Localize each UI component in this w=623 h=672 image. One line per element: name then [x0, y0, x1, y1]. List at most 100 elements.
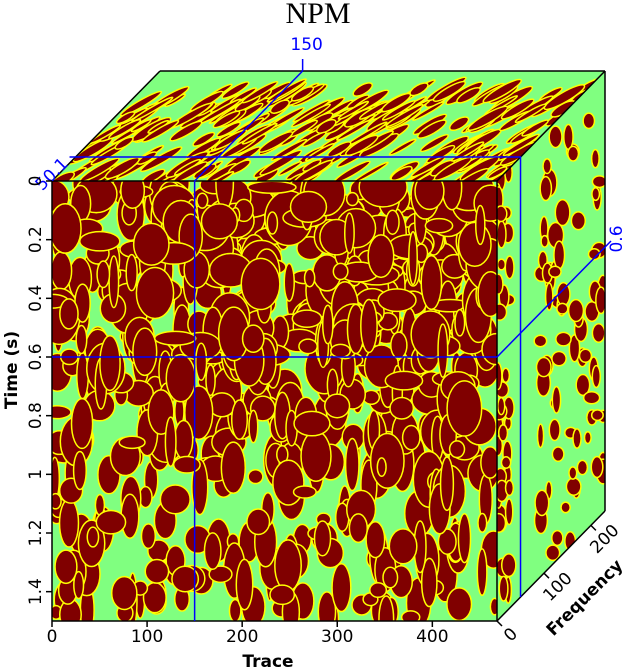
- texture-blob: [323, 393, 351, 419]
- texture-blob: [300, 430, 332, 483]
- texture-blob: [497, 220, 507, 249]
- texture-blob: [401, 424, 421, 451]
- texture-blob: [504, 255, 515, 280]
- texture-blob: [408, 230, 418, 286]
- texture-blob: [140, 146, 183, 173]
- texture-blob: [153, 330, 197, 346]
- texture-blob: [551, 446, 565, 463]
- texture-blob: [165, 353, 197, 403]
- texture-blob: [164, 416, 177, 468]
- texture-blob: [360, 298, 378, 354]
- texture-blob: [86, 526, 100, 548]
- texture-blob: [241, 122, 278, 145]
- texture-blob: [52, 405, 72, 420]
- texture-blob: [196, 192, 209, 209]
- texture-blob: [52, 203, 82, 254]
- y-tick-label: 0.8: [26, 402, 46, 429]
- texture-blob: [365, 520, 386, 559]
- texture-blob: [212, 110, 241, 129]
- texture-blob: [277, 160, 303, 177]
- texture-blob: [448, 440, 466, 459]
- texture-blob: [72, 450, 87, 491]
- texture-blob: [316, 118, 337, 134]
- texture-blob: [551, 385, 562, 414]
- texture-blob: [477, 512, 488, 533]
- texture-blob: [376, 457, 387, 478]
- texture-blob: [476, 548, 488, 597]
- texture-blob: [329, 343, 351, 359]
- texture-blob: [119, 90, 163, 117]
- texture-blob: [477, 271, 497, 318]
- texture-blob: [132, 222, 170, 266]
- texture-blob: [115, 111, 136, 125]
- texture-blob: [553, 240, 566, 270]
- texture-blob: [247, 468, 264, 485]
- texture: [497, 112, 605, 604]
- texture-blob: [120, 181, 146, 209]
- texture: [52, 181, 497, 621]
- texture-blob: [487, 166, 508, 180]
- texture-blob: [497, 303, 508, 321]
- texture-blob: [590, 409, 604, 422]
- texture-blob: [451, 167, 490, 181]
- texture-blob: [548, 125, 563, 149]
- texture-blob: [454, 308, 466, 337]
- texture-blob: [54, 549, 78, 585]
- texture-blob: [130, 118, 152, 133]
- y-tick-label: 1.4: [26, 578, 46, 605]
- texture-blob: [567, 298, 585, 323]
- texture-blob: [385, 103, 424, 128]
- y-tick-label: 0.6: [26, 343, 46, 370]
- texture-blob: [247, 181, 297, 195]
- texture-blob: [369, 582, 388, 599]
- texture-blob: [292, 485, 317, 499]
- texture-blob: [501, 367, 511, 384]
- texture-blob: [385, 209, 400, 235]
- texture-blob: [79, 157, 120, 181]
- texture-blob: [551, 350, 567, 367]
- texture-blob: [159, 484, 191, 515]
- texture-blob: [76, 351, 90, 400]
- texture-blob: [437, 323, 449, 378]
- texture-blob: [220, 441, 247, 495]
- texture-blob: [172, 455, 201, 474]
- texture-blob: [456, 86, 482, 104]
- texture-blob: [144, 558, 170, 584]
- texture-blob: [70, 397, 94, 450]
- texture-blob: [590, 148, 600, 169]
- texture-blob: [135, 266, 175, 320]
- texture-blob: [293, 410, 331, 437]
- texture-blob: [348, 513, 369, 544]
- texture-blob: [583, 430, 592, 445]
- x-tick-label: 300: [321, 627, 353, 647]
- texture-blob: [420, 254, 443, 311]
- texture-blob: [591, 364, 602, 389]
- texture-blob: [205, 364, 216, 397]
- texture-blob: [504, 479, 515, 497]
- texture-blob: [504, 498, 514, 526]
- texture-blob: [437, 528, 457, 555]
- texture-blob: [595, 286, 605, 315]
- texture-blob: [591, 323, 605, 343]
- texture-blob: [591, 175, 605, 189]
- texture-blob: [221, 81, 250, 100]
- texture-blob: [390, 165, 413, 181]
- x-tick-label: 0: [47, 627, 58, 647]
- texture: [52, 76, 605, 181]
- texture-blob: [270, 138, 308, 162]
- texture-blob: [73, 570, 85, 600]
- texture-blob: [539, 175, 553, 202]
- texture-blob: [108, 255, 120, 309]
- slice-label: 0.6: [607, 225, 623, 252]
- z-tick-label: 0: [500, 624, 522, 646]
- texture-blob: [132, 327, 158, 377]
- texture-blob: [446, 380, 483, 437]
- texture-blob: [542, 158, 552, 175]
- texture-blob: [104, 156, 140, 180]
- texture-blob: [141, 119, 180, 143]
- cube-edge: [51, 70, 161, 182]
- slice-line: [194, 70, 304, 182]
- texture-blob: [240, 257, 281, 311]
- texture-blob: [241, 80, 279, 104]
